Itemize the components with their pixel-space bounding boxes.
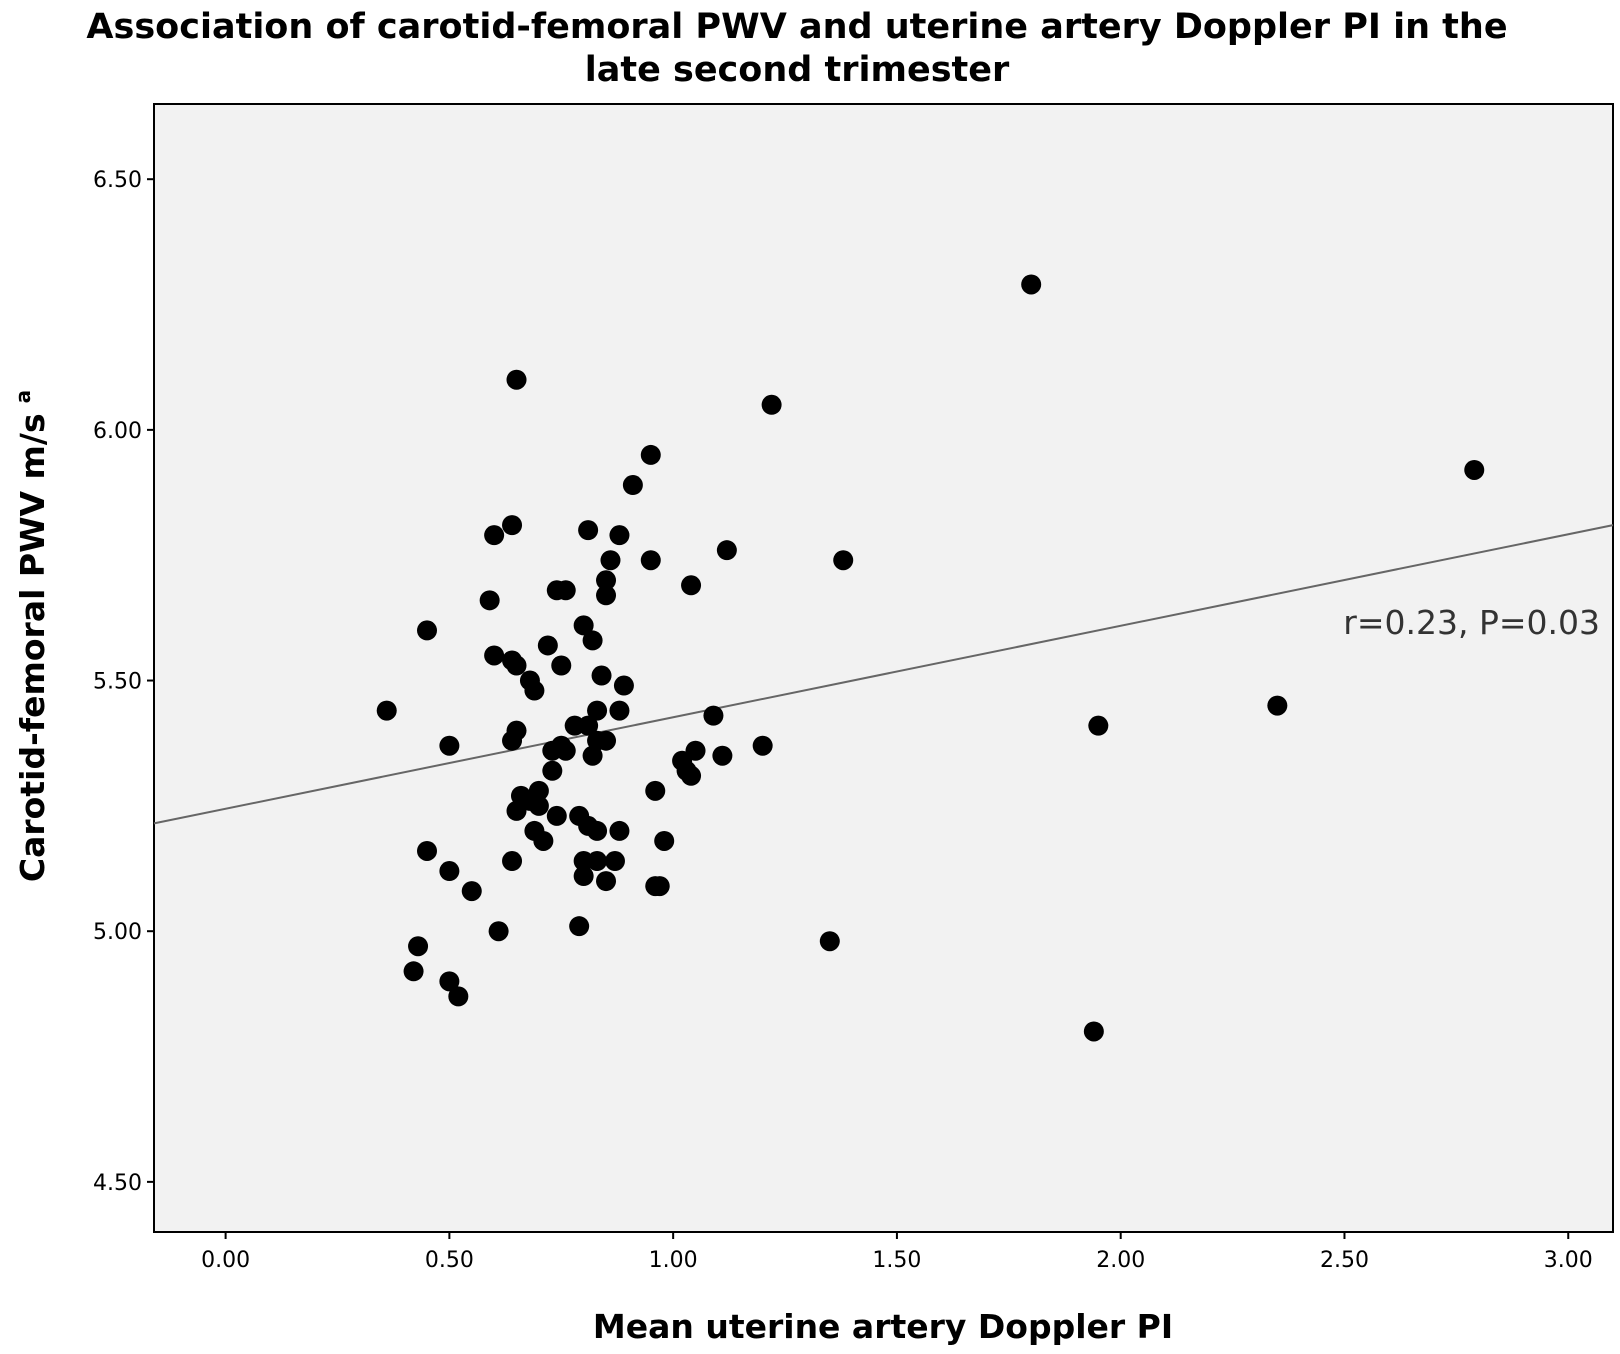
data-point bbox=[596, 730, 617, 751]
data-point bbox=[403, 961, 424, 982]
x-axis-label: Mean uterine artery Doppler PI bbox=[593, 1307, 1173, 1346]
data-point bbox=[502, 851, 523, 872]
y-axis-title: Carotid-femoral PWV m/sa bbox=[11, 390, 52, 882]
data-point bbox=[681, 575, 702, 596]
data-point bbox=[1464, 459, 1485, 480]
x-tick-label: 2.50 bbox=[1320, 1248, 1369, 1273]
y-axis-label: Carotid-femoral PWV m/sa bbox=[11, 390, 52, 882]
data-point bbox=[439, 735, 460, 756]
x-tick-label: 3.00 bbox=[1544, 1248, 1593, 1273]
data-point bbox=[417, 620, 438, 641]
data-point bbox=[555, 740, 576, 761]
data-point bbox=[596, 570, 617, 591]
data-point bbox=[649, 876, 670, 897]
data-point bbox=[600, 550, 621, 571]
data-point bbox=[582, 745, 603, 766]
data-point bbox=[578, 520, 599, 541]
correlation-annotation: r=0.23, P=0.03 bbox=[1343, 603, 1600, 642]
x-tick-label: 1.50 bbox=[872, 1248, 921, 1273]
y-tick-label: 5.00 bbox=[93, 920, 142, 945]
data-point bbox=[596, 585, 617, 606]
regression-line bbox=[153, 524, 1614, 825]
data-point bbox=[645, 780, 666, 801]
data-point bbox=[551, 655, 572, 676]
data-point bbox=[654, 830, 675, 851]
data-point bbox=[506, 800, 527, 821]
data-point bbox=[484, 645, 505, 666]
data-point bbox=[439, 861, 460, 882]
data-point bbox=[1021, 274, 1042, 295]
data-point bbox=[569, 916, 590, 937]
data-point bbox=[546, 805, 567, 826]
data-point bbox=[609, 525, 630, 546]
data-point bbox=[461, 881, 482, 902]
data-point bbox=[1088, 715, 1109, 736]
x-tick-label: 0.00 bbox=[201, 1248, 250, 1273]
plot-area bbox=[153, 103, 1614, 1233]
data-point bbox=[833, 550, 854, 571]
data-point bbox=[408, 936, 429, 957]
x-tick-label: 1.00 bbox=[649, 1248, 698, 1273]
data-point bbox=[587, 851, 608, 872]
data-points bbox=[376, 274, 1485, 1042]
data-point bbox=[537, 635, 558, 656]
data-point bbox=[716, 540, 737, 561]
data-point bbox=[703, 705, 724, 726]
data-point bbox=[439, 971, 460, 992]
data-point bbox=[542, 760, 563, 781]
x-axis-ticks: 0.00 0.50 1.00 1.50 2.00 2.50 3.00 bbox=[201, 1232, 1593, 1273]
data-point bbox=[1267, 695, 1288, 716]
data-point bbox=[417, 840, 438, 861]
data-point bbox=[591, 665, 612, 686]
data-point bbox=[613, 675, 634, 696]
y-axis-ticks: 4.50 5.00 5.50 6.00 6.50 bbox=[93, 168, 154, 1196]
data-point bbox=[819, 931, 840, 952]
data-point bbox=[479, 590, 500, 611]
data-point bbox=[609, 700, 630, 721]
y-tick-label: 4.50 bbox=[93, 1171, 142, 1196]
data-point bbox=[596, 871, 617, 892]
data-point bbox=[488, 921, 509, 942]
data-point bbox=[506, 369, 527, 390]
data-point bbox=[573, 866, 594, 887]
data-point bbox=[681, 765, 702, 786]
data-point bbox=[640, 550, 661, 571]
data-point bbox=[640, 444, 661, 465]
y-tick-label: 6.50 bbox=[93, 168, 142, 193]
y-axis-label-superscript: a bbox=[11, 390, 35, 404]
data-point bbox=[587, 820, 608, 841]
data-point bbox=[1083, 1021, 1104, 1042]
y-tick-label: 5.50 bbox=[93, 670, 142, 695]
data-point bbox=[752, 735, 773, 756]
x-tick-label: 2.00 bbox=[1096, 1248, 1145, 1273]
data-point bbox=[484, 525, 505, 546]
data-point bbox=[573, 615, 594, 636]
data-point bbox=[578, 715, 599, 736]
chart-title-line1: Association of carotid-femoral PWV and u… bbox=[86, 7, 1507, 47]
data-point bbox=[555, 580, 576, 601]
data-point bbox=[622, 475, 643, 496]
data-point bbox=[609, 820, 630, 841]
data-point bbox=[533, 830, 554, 851]
y-tick-label: 6.00 bbox=[93, 419, 142, 444]
data-point bbox=[528, 795, 549, 816]
data-point bbox=[502, 515, 523, 536]
data-point bbox=[506, 655, 527, 676]
data-point bbox=[587, 700, 608, 721]
data-point bbox=[604, 851, 625, 872]
data-point bbox=[761, 394, 782, 415]
data-point bbox=[712, 745, 733, 766]
data-point bbox=[524, 680, 545, 701]
data-point bbox=[448, 986, 469, 1007]
x-tick-label: 0.50 bbox=[425, 1248, 474, 1273]
data-point bbox=[502, 730, 523, 751]
chart-title-line2: late second trimester bbox=[585, 50, 1010, 90]
data-point bbox=[582, 630, 603, 651]
data-point bbox=[376, 700, 397, 721]
